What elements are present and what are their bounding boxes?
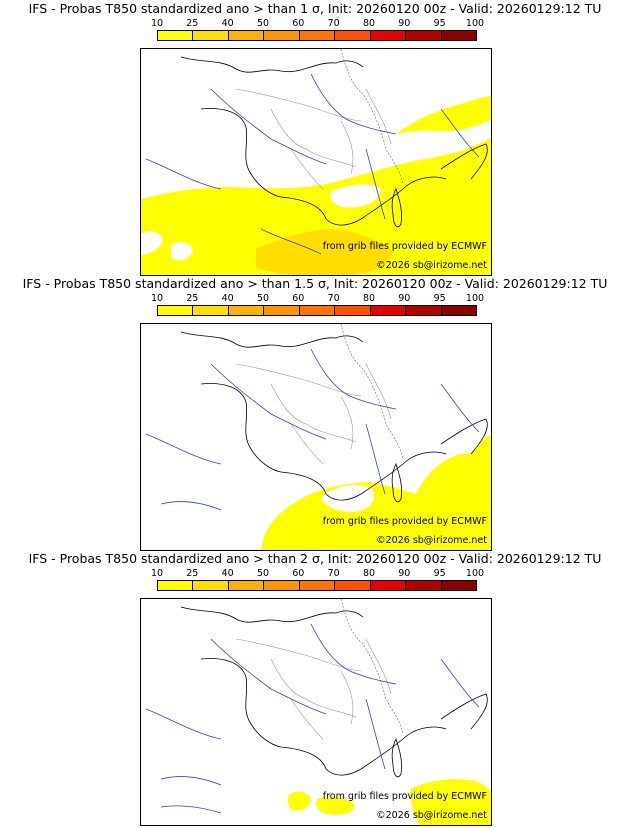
legend-tick: 25 [186,293,199,304]
legend-swatch [158,31,194,40]
probability-area-10-25 [261,453,491,550]
map-frame: from grib files provided by ECMWF ©2026 … [140,598,492,826]
legend-swatch [264,581,300,590]
legend-tick: 90 [398,18,411,29]
legend-swatch [228,31,265,40]
legend-swatch [406,581,442,590]
copyright-credit: ©2026 sb@irizome.net [376,260,487,271]
legend-color-bar [157,30,477,41]
legend-tick: 50 [256,568,270,579]
legend-swatch [193,31,229,40]
legend-swatch [299,581,336,590]
legend-swatch [158,581,194,590]
legend-swatch [441,31,476,40]
map-frame: from grib files provided by ECMWF ©2026 … [140,323,492,551]
legend-tick: 50 [256,18,270,29]
legend-tick: 60 [292,568,305,579]
legend-tick: 95 [433,18,446,29]
map-panel-3: IFS - Probas T850 standardized ano > tha… [0,550,630,826]
legend-swatch [264,306,300,315]
legend-tick-labels: 10 25 40 50 60 70 80 90 95 100 [151,568,484,580]
legend-tick: 40 [221,568,234,579]
map-panel-1: IFS - Probas T850 standardized ano > tha… [0,0,630,276]
legend-tick: 10 [150,293,164,304]
panel-title: IFS - Probas T850 standardized ano > tha… [22,276,608,291]
legend-tick: 70 [327,18,340,29]
legend-swatch [335,581,371,590]
map-frame: from grib files provided by ECMWF ©2026 … [140,48,492,276]
legend-tick: 10 [150,18,164,29]
legend-tick: 95 [433,568,446,579]
legend-swatch [264,31,300,40]
legend-swatch [370,31,407,40]
legend-tick: 10 [150,568,164,579]
legend-tick: 60 [292,18,305,29]
legend-tick: 90 [398,293,411,304]
legend-tick: 40 [221,293,234,304]
legend-swatch [370,306,407,315]
legend-tick: 95 [433,293,446,304]
data-source-credit: from grib files provided by ECMWF [322,791,487,802]
legend-tick: 70 [327,568,340,579]
probability-area-10-25 [471,434,491,464]
legend-swatch [228,306,265,315]
legend-tick: 100 [465,293,485,304]
legend-swatch [158,306,194,315]
legend-tick: 25 [186,568,199,579]
legend-color-bar [157,305,477,316]
legend-swatch [228,581,265,590]
legend-swatch [370,581,407,590]
copyright-credit: ©2026 sb@irizome.net [376,535,487,546]
panel-title: IFS - Probas T850 standardized ano > tha… [28,1,602,16]
probability-area-25-40 [256,229,392,275]
map-panel-2: IFS - Probas T850 standardized ano > tha… [0,275,630,551]
legend-color-bar [157,580,477,591]
probability-area-10-25 [287,791,311,811]
legend-tick: 80 [362,18,376,29]
legend-swatch [335,31,371,40]
map-canvas [145,324,491,550]
legend-tick-labels: 10 25 40 50 60 70 80 90 95 100 [151,293,484,305]
legend-swatch [406,306,442,315]
legend-tick: 60 [292,293,305,304]
legend-swatch [193,581,229,590]
legend-tick: 100 [465,568,485,579]
legend-tick: 25 [186,18,199,29]
legend-tick: 50 [256,293,270,304]
legend-tick: 40 [221,18,234,29]
legend-tick: 80 [362,568,376,579]
legend-swatch [335,306,371,315]
legend-swatch [406,31,442,40]
legend-swatch [299,31,336,40]
copyright-credit: ©2026 sb@irizome.net [376,810,487,821]
legend-swatch [193,306,229,315]
probability-area-10-25 [410,779,491,825]
panel-title: IFS - Probas T850 standardized ano > tha… [28,551,602,566]
data-source-credit: from grib files provided by ECMWF [322,516,487,527]
legend-tick: 80 [362,293,376,304]
legend-tick-labels: 10 25 40 50 60 70 80 90 95 100 [151,18,484,30]
legend-swatch [441,306,476,315]
probability-area-10-25 [316,797,355,815]
legend-tick: 90 [398,568,411,579]
legend-swatch [441,581,476,590]
map-canvas [145,599,491,825]
map-canvas [141,49,491,275]
probability-area-10-25 [396,95,491,134]
legend-tick: 100 [465,18,485,29]
legend-swatch [299,306,336,315]
legend-tick: 70 [327,293,340,304]
data-source-credit: from grib files provided by ECMWF [322,241,487,252]
